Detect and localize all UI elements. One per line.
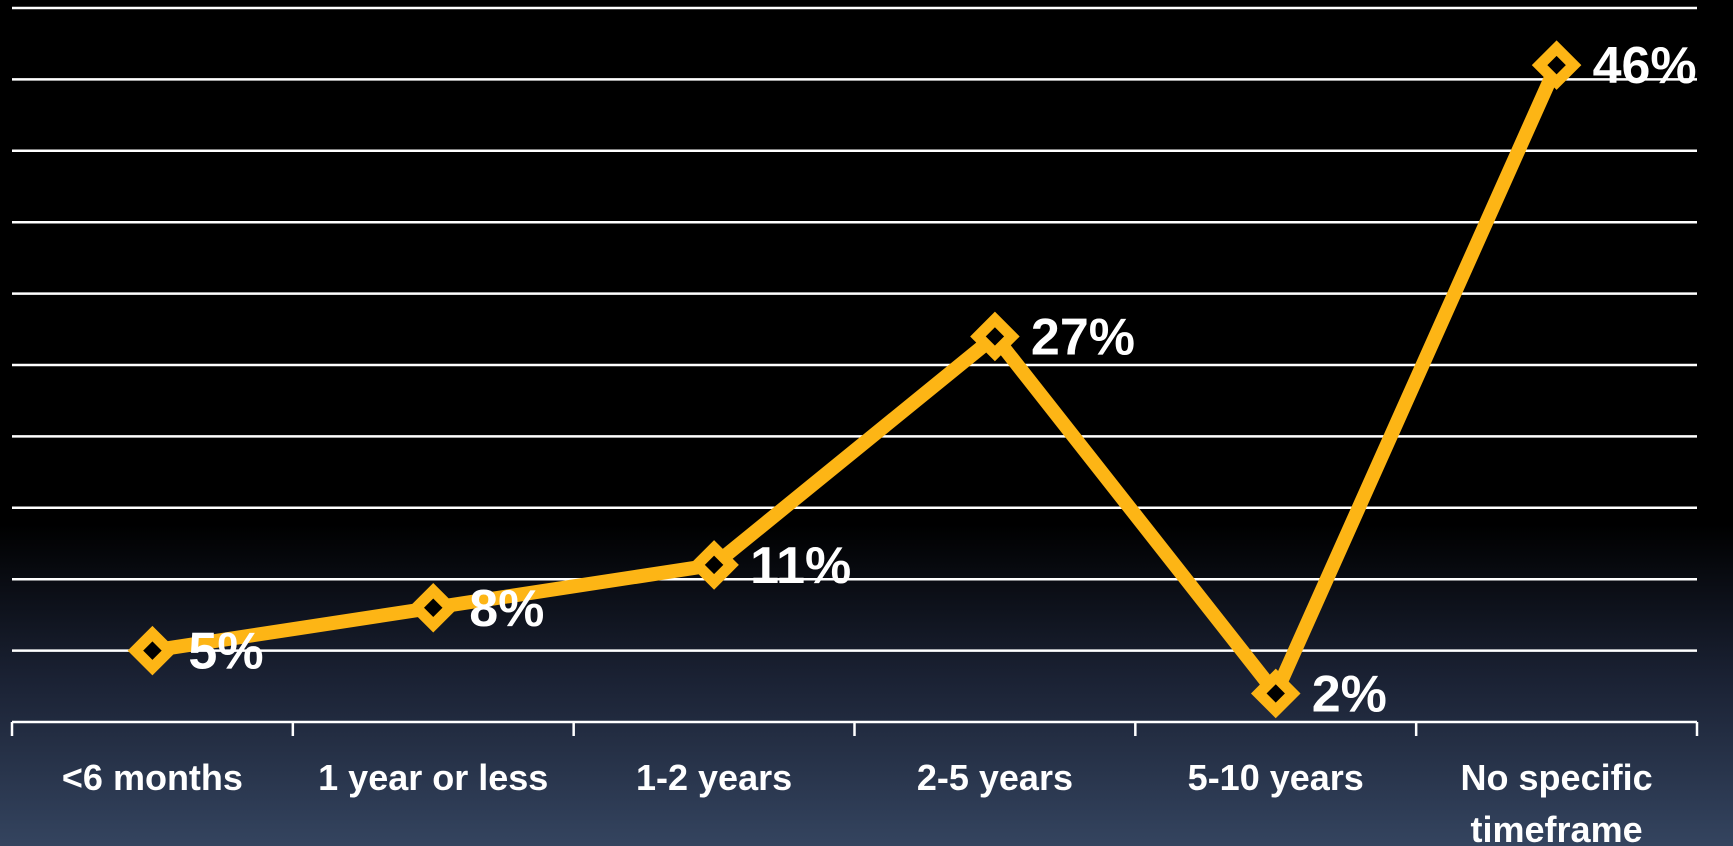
data-labels: 5% 8% 11% 27% 2% 46% — [188, 37, 1696, 723]
data-point-marker — [1531, 40, 1582, 90]
category-label: No specific timeframe — [1461, 757, 1653, 846]
data-label: 46% — [1593, 37, 1697, 95]
category-label: 1 year or less — [318, 757, 548, 798]
gridlines — [12, 6, 1697, 652]
data-point-marker — [127, 625, 178, 676]
data-label: 27% — [1031, 308, 1135, 366]
series-line-path — [151, 62, 1563, 707]
data-point-marker — [408, 582, 459, 633]
data-label: 5% — [188, 623, 263, 681]
category-label: 2-5 years — [917, 757, 1073, 798]
series-line — [151, 62, 1563, 707]
data-label: 2% — [1312, 665, 1387, 723]
category-label: <6 months — [62, 757, 243, 798]
x-axis — [10, 720, 1699, 736]
data-label: 11% — [750, 537, 851, 595]
series-markers — [127, 40, 1582, 719]
data-point-marker — [1250, 668, 1301, 719]
data-label: 8% — [469, 580, 544, 638]
data-point-marker — [970, 311, 1020, 362]
category-label: 5-10 years — [1188, 757, 1364, 798]
category-label: 1-2 years — [636, 757, 792, 798]
data-point-marker — [689, 540, 739, 590]
category-labels: <6 months 1 year or less 1-2 years 2-5 year… — [62, 757, 1653, 846]
